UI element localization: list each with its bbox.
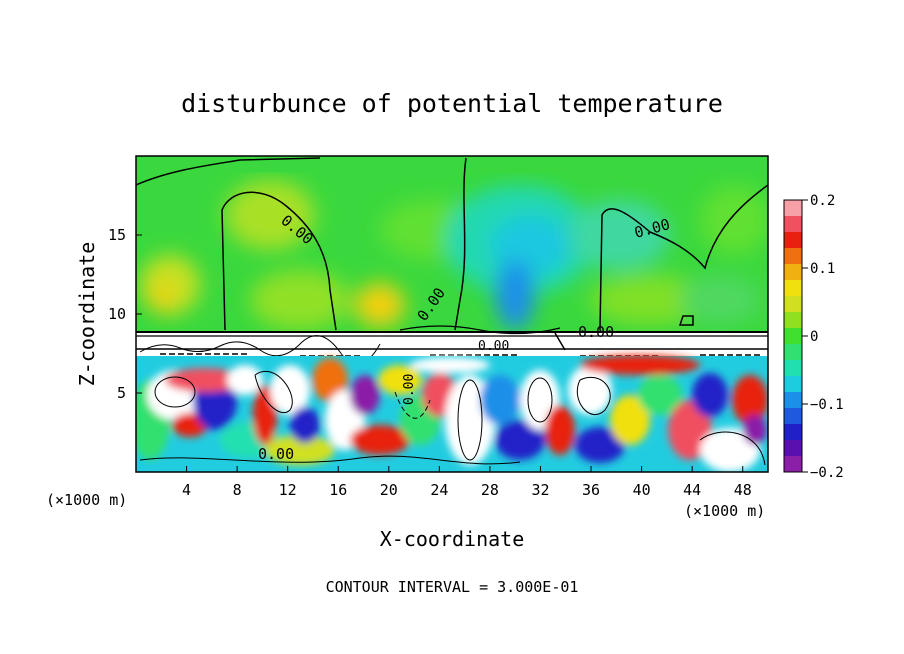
colorbar: 0.2 0.1 0 −0.1 −0.2 xyxy=(783,193,844,481)
x-unit-label-right: (×1000 m) xyxy=(684,502,765,520)
x-tick-label: 44 xyxy=(683,481,701,499)
y-tick-label: 10 xyxy=(108,305,126,323)
x-tick-label: 28 xyxy=(481,481,499,499)
colorbar-tick-label: 0 xyxy=(810,329,818,345)
x-tick-label: 20 xyxy=(380,481,398,499)
x-tick-label: 36 xyxy=(582,481,600,499)
plot-area: 0.00 0.00 0.00 0.00 0.00 xyxy=(136,156,768,472)
y-tick-label: 5 xyxy=(117,384,126,402)
colorbar-ticks: 0.2 0.1 0 −0.1 −0.2 xyxy=(802,193,844,481)
x-tick-label: 8 xyxy=(233,481,242,499)
x-tick-label: 48 xyxy=(734,481,752,499)
colorbar-tick-label: 0.2 xyxy=(810,193,835,209)
x-tick-label: 24 xyxy=(430,481,448,499)
chart-title: disturbunce of potential temperature xyxy=(181,89,723,118)
y-tick-label: 15 xyxy=(108,226,126,244)
x-tick-label: 16 xyxy=(329,481,347,499)
y-axis: 5 10 15 xyxy=(108,226,142,402)
x-axis: 4 8 12 16 20 24 28 32 36 40 44 48 xyxy=(182,466,752,499)
x-tick-label: 40 xyxy=(633,481,651,499)
colorbar-tick-label: −0.1 xyxy=(810,397,844,413)
x-tick-label: 4 xyxy=(182,481,191,499)
y-axis-title: Z-coordinate xyxy=(75,242,99,387)
lower-field-blobs xyxy=(136,355,768,472)
contour-label: 0.00 xyxy=(402,374,417,405)
contour-label: 0.00 xyxy=(578,323,614,341)
x-tick-label: 32 xyxy=(531,481,549,499)
contour-interval-note: CONTOUR INTERVAL = 3.000E-01 xyxy=(326,578,579,596)
colorbar-bar xyxy=(783,199,803,473)
x-axis-title: X-coordinate xyxy=(380,527,525,551)
contour-label: 0.00 xyxy=(258,445,294,463)
colorbar-tick-label: 0.1 xyxy=(810,261,835,277)
x-tick-label: 12 xyxy=(279,481,297,499)
upper-field-anomalies xyxy=(140,180,768,330)
inversion-band xyxy=(136,333,768,349)
x-unit-label: (×1000 m) xyxy=(46,491,127,509)
upper-contours xyxy=(136,157,768,331)
colorbar-tick-label: −0.2 xyxy=(810,465,844,481)
contour-label: 0.00 xyxy=(478,339,509,354)
lower-contours xyxy=(139,370,766,466)
